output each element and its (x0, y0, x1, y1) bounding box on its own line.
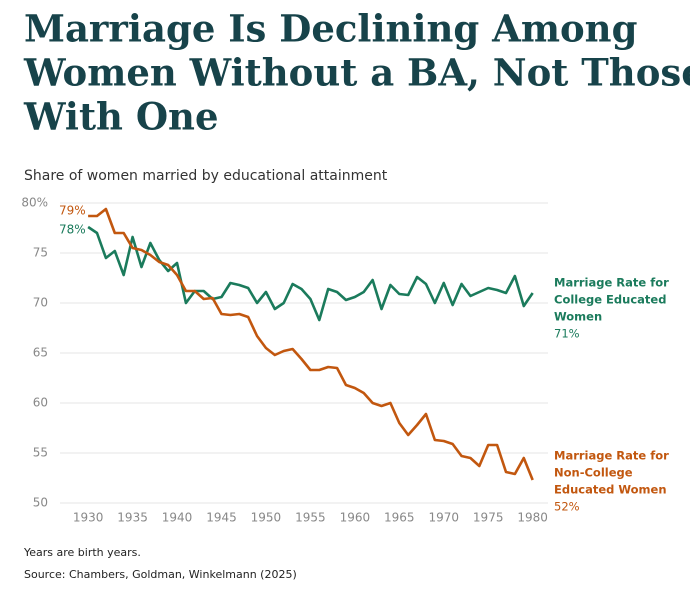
x-tick-label: 1930 (73, 511, 104, 525)
series-label: Non-College (554, 466, 633, 480)
chart-title: With One (23, 95, 219, 139)
note: Years are birth years. (23, 546, 141, 559)
start-label: 78% (59, 223, 86, 237)
x-tick-label: 1935 (117, 511, 148, 525)
series-label: Women (554, 310, 602, 324)
line (87, 225, 534, 322)
series-label: Marriage Rate for (554, 276, 669, 290)
x-tick-label: 1945 (206, 511, 237, 525)
x-tick-label: 1980 (517, 511, 548, 525)
y-tick-label: 50 (33, 496, 48, 510)
series-label: Educated Women (554, 483, 667, 497)
chart-title: Women Without a BA, Not Those (23, 51, 690, 95)
x-tick-label: 1970 (428, 511, 459, 525)
y-tick-label: 80% (21, 196, 48, 210)
x-tick-label: 1940 (162, 511, 193, 525)
x-tick-label: 1955 (295, 511, 326, 525)
series-label: College Educated (554, 293, 666, 307)
series-label: Marriage Rate for (554, 449, 669, 463)
y-tick-label: 65 (33, 346, 48, 360)
subtitle: Share of women married by educational at… (24, 168, 388, 184)
source: Source: Chambers, Goldman, Winkelmann (2… (24, 568, 297, 581)
start-label: 79% (59, 204, 86, 218)
y-tick-label: 60 (33, 396, 48, 410)
y-tick-label: 55 (33, 446, 48, 460)
end-label: 71% (554, 327, 580, 341)
x-tick-label: 1965 (384, 511, 415, 525)
chart-title: Marriage Is Declining Among (24, 7, 637, 51)
x-tick-label: 1950 (251, 511, 282, 525)
y-tick-label: 75 (33, 246, 48, 260)
line (88, 207, 534, 481)
end-label: 52% (554, 500, 580, 514)
y-tick-label: 70 (33, 296, 48, 310)
x-tick-label: 1960 (340, 511, 371, 525)
x-tick-label: 1975 (473, 511, 504, 525)
